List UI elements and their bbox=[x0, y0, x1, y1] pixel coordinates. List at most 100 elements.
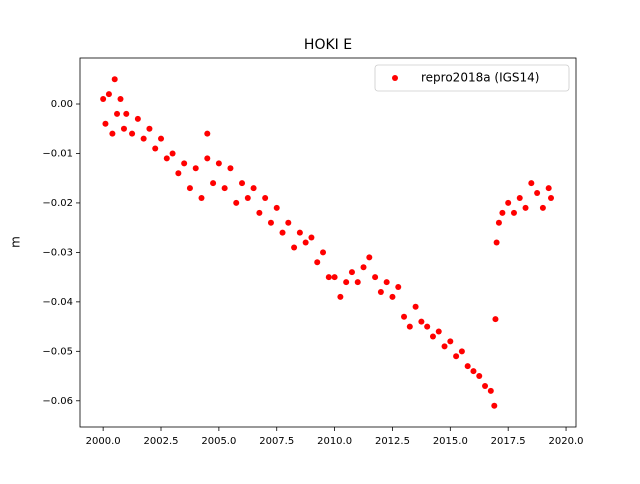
point bbox=[424, 323, 431, 330]
point bbox=[412, 303, 419, 310]
point bbox=[175, 170, 182, 177]
point bbox=[233, 199, 240, 206]
point bbox=[129, 130, 136, 137]
legend-box bbox=[374, 64, 570, 92]
point bbox=[495, 219, 502, 226]
point bbox=[114, 110, 121, 117]
x-tick-label: 2000.0 bbox=[86, 436, 121, 447]
point bbox=[354, 279, 361, 286]
point bbox=[308, 234, 315, 241]
point bbox=[291, 244, 298, 251]
point bbox=[534, 190, 541, 197]
chart-title: HOKI E bbox=[304, 37, 352, 53]
y-tick-label: −0.05 bbox=[42, 346, 73, 357]
point bbox=[204, 155, 211, 162]
x-tick-label: 2002.5 bbox=[144, 436, 179, 447]
x-tick-label: 2007.5 bbox=[259, 436, 294, 447]
x-tick-label: 2015.0 bbox=[433, 436, 468, 447]
point bbox=[548, 194, 555, 201]
point bbox=[516, 194, 523, 201]
point bbox=[458, 348, 465, 355]
y-tick-label: −0.04 bbox=[42, 297, 73, 308]
point bbox=[492, 316, 499, 323]
point bbox=[244, 194, 251, 201]
y-tick-label: −0.02 bbox=[42, 198, 73, 209]
point bbox=[435, 328, 442, 335]
point bbox=[262, 194, 269, 201]
point bbox=[279, 229, 286, 236]
point bbox=[302, 239, 309, 246]
point bbox=[395, 284, 402, 291]
point bbox=[285, 219, 292, 226]
point bbox=[320, 249, 327, 256]
point bbox=[221, 185, 228, 192]
point bbox=[215, 160, 222, 167]
point bbox=[140, 135, 147, 142]
point bbox=[146, 125, 153, 132]
point bbox=[493, 239, 500, 246]
point bbox=[539, 204, 546, 211]
point bbox=[406, 323, 413, 330]
plot-frame bbox=[79, 57, 577, 428]
point bbox=[105, 91, 112, 98]
point bbox=[325, 274, 332, 281]
x-tick-label: 2010.0 bbox=[317, 436, 352, 447]
point bbox=[267, 219, 274, 226]
point bbox=[152, 145, 159, 152]
y-tick-label: −0.01 bbox=[42, 148, 73, 159]
point bbox=[239, 180, 246, 187]
legend-marker bbox=[392, 75, 398, 81]
point bbox=[109, 130, 116, 137]
point bbox=[343, 279, 350, 286]
point bbox=[453, 353, 460, 360]
point bbox=[111, 76, 118, 83]
y-tick-label: −0.06 bbox=[42, 396, 73, 407]
y-tick-label: −0.03 bbox=[42, 247, 73, 258]
point bbox=[470, 368, 477, 375]
x-tick-label: 2017.5 bbox=[491, 436, 526, 447]
point bbox=[256, 209, 263, 216]
point bbox=[186, 185, 193, 192]
point bbox=[401, 313, 408, 320]
point bbox=[123, 110, 130, 117]
point bbox=[447, 338, 454, 345]
point bbox=[377, 288, 384, 295]
point bbox=[441, 343, 448, 350]
point bbox=[250, 185, 257, 192]
legend-label: repro2018a (IGS14) bbox=[421, 71, 539, 85]
point bbox=[314, 259, 321, 266]
point bbox=[522, 204, 529, 211]
point bbox=[510, 209, 517, 216]
point bbox=[169, 150, 176, 157]
point bbox=[158, 135, 165, 142]
point bbox=[372, 274, 379, 281]
point bbox=[545, 185, 552, 192]
point bbox=[383, 279, 390, 286]
y-tick-label: 0.00 bbox=[51, 99, 73, 110]
point bbox=[499, 209, 506, 216]
point bbox=[429, 333, 436, 340]
point bbox=[464, 363, 471, 370]
x-tick-label: 2005.0 bbox=[201, 436, 236, 447]
point bbox=[389, 293, 396, 300]
point bbox=[100, 96, 107, 103]
point bbox=[181, 160, 188, 167]
point bbox=[204, 130, 211, 137]
point bbox=[476, 373, 483, 380]
point bbox=[337, 293, 344, 300]
point bbox=[198, 194, 205, 201]
y-axis-label: m bbox=[9, 236, 23, 248]
point bbox=[360, 264, 367, 271]
x-tick-label: 2020.0 bbox=[549, 436, 584, 447]
point bbox=[331, 274, 338, 281]
point bbox=[418, 318, 425, 325]
point bbox=[192, 165, 199, 172]
x-tick-label: 2012.5 bbox=[375, 436, 410, 447]
point bbox=[505, 199, 512, 206]
point bbox=[102, 120, 109, 127]
point bbox=[227, 165, 234, 172]
point bbox=[120, 125, 127, 132]
point bbox=[348, 269, 355, 276]
point bbox=[117, 96, 124, 103]
